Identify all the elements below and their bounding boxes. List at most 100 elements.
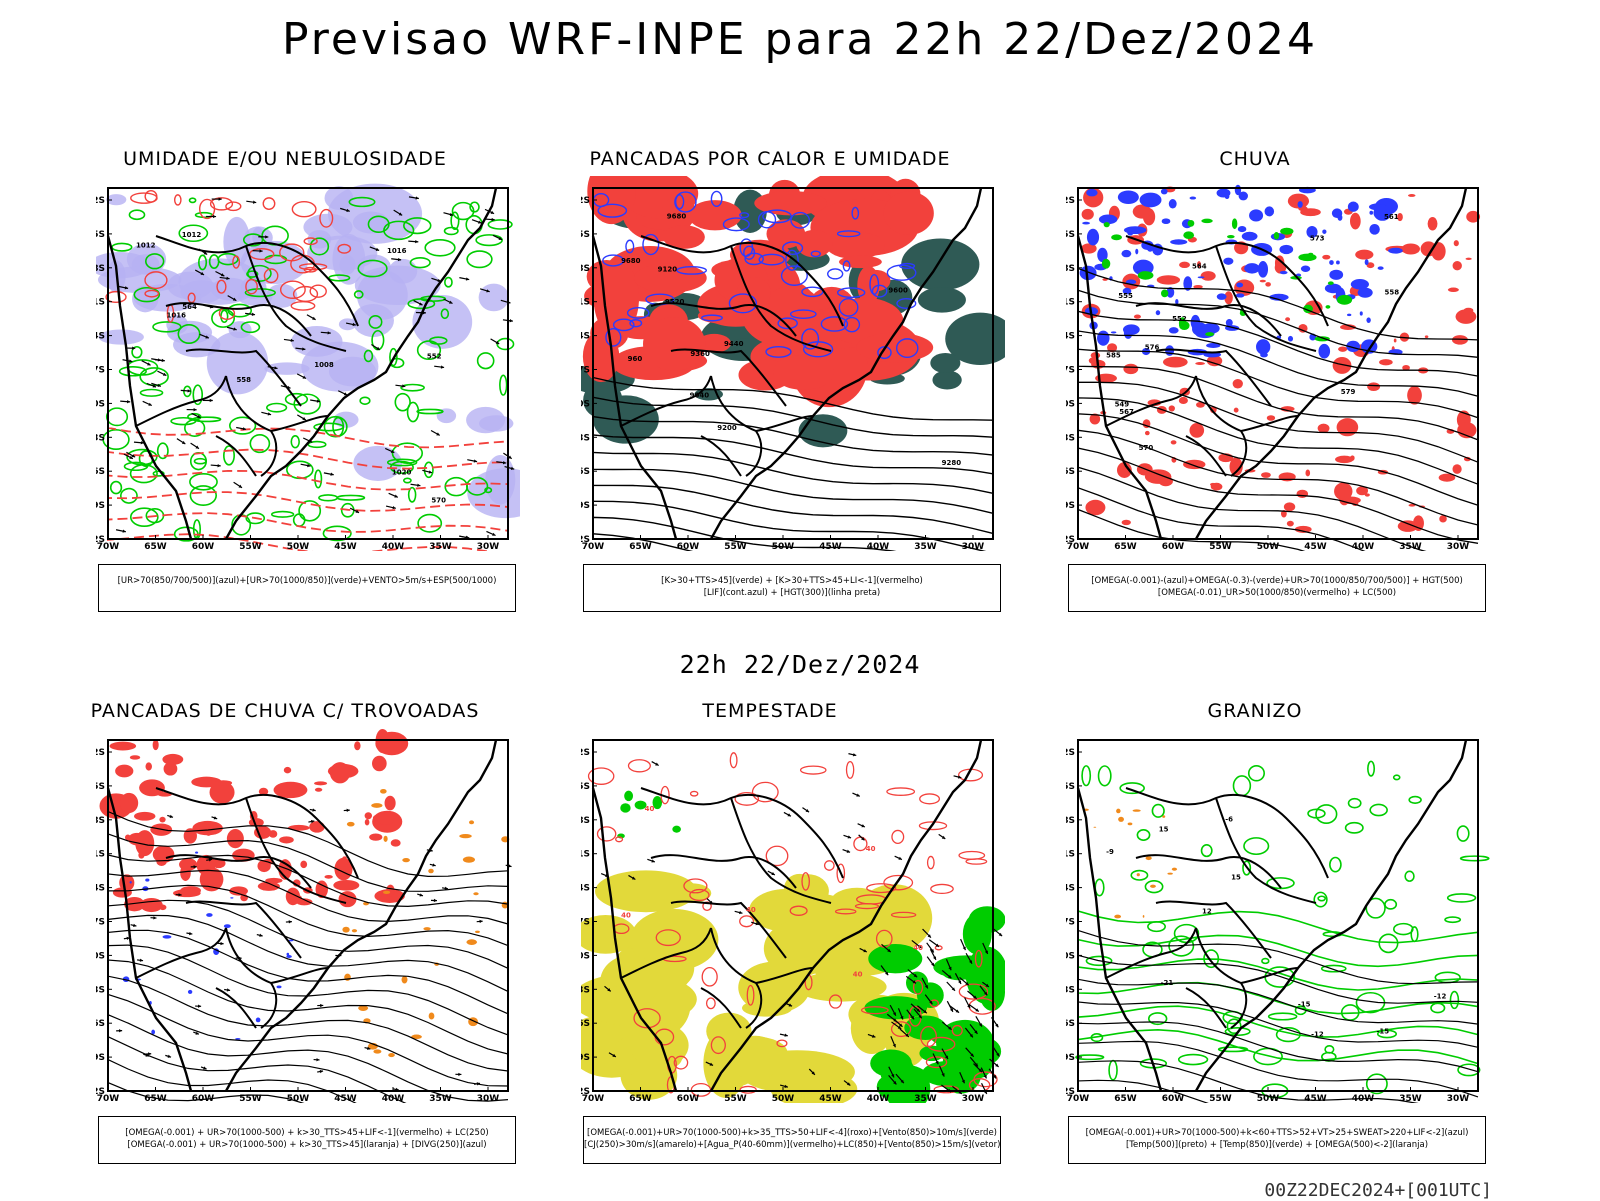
contour-label: -6 bbox=[1225, 815, 1233, 823]
omega-green-area bbox=[1161, 289, 1168, 297]
thickness-red-contour bbox=[292, 202, 316, 217]
contour-label: 555 bbox=[1118, 292, 1133, 300]
storm-orange-area bbox=[402, 976, 408, 984]
streamline-arrow-head bbox=[434, 899, 437, 902]
country-border bbox=[186, 902, 301, 958]
omega-blue-area bbox=[1135, 249, 1138, 255]
contour-label: -9 bbox=[1106, 848, 1114, 856]
storm-orange-area bbox=[429, 1013, 435, 1020]
contour-label: 9280 bbox=[942, 459, 962, 467]
lon-label: 50W bbox=[772, 542, 795, 551]
temp850-green-contour bbox=[1152, 805, 1164, 818]
lc850-red-contour bbox=[598, 827, 616, 841]
legend-line: [UR>70(850/700/500)](azul)+[UR>70(1000/8… bbox=[99, 575, 515, 587]
lc850-red-contour bbox=[959, 851, 985, 859]
divg-blue-area bbox=[130, 881, 132, 883]
contour-label: 9520 bbox=[665, 298, 685, 306]
map-canvas: 58557957657357056756456155855555254912S1… bbox=[1066, 176, 1490, 551]
contour-label: 9040 bbox=[690, 391, 710, 399]
omega-ur-red-area bbox=[1284, 502, 1295, 511]
omega-blue-area bbox=[1288, 336, 1293, 342]
contour-label: -15 bbox=[1298, 1000, 1311, 1008]
storm-orange-area bbox=[358, 1005, 368, 1011]
storm-red-area bbox=[372, 756, 387, 772]
temp850-green-contour bbox=[1316, 805, 1337, 823]
lon-label: 55W bbox=[239, 1094, 262, 1103]
storm-orange-area bbox=[342, 927, 349, 933]
temp850-green-contour bbox=[1368, 761, 1374, 776]
temp850-green-contour bbox=[1409, 797, 1421, 804]
storm-red-area bbox=[115, 765, 133, 778]
lc850-red-contour bbox=[825, 861, 834, 870]
thickness-red-contour bbox=[106, 292, 126, 303]
streamline-250 bbox=[108, 808, 508, 876]
storm-red-area bbox=[162, 754, 183, 765]
lc850-red-contour bbox=[691, 791, 698, 795]
contour-label: 564 bbox=[1192, 263, 1207, 271]
lon-label: 30W bbox=[1447, 542, 1470, 551]
temp850-green-contour bbox=[1450, 992, 1458, 1009]
storm-orange-area bbox=[402, 858, 410, 862]
lon-label: 60W bbox=[1162, 542, 1185, 551]
omega-green-area bbox=[1111, 234, 1122, 240]
lat-label: 27S bbox=[96, 366, 105, 376]
streamline-arrow-head bbox=[458, 1073, 461, 1076]
streamline-arrow-head bbox=[316, 1058, 319, 1061]
temp850-green-contour bbox=[1262, 959, 1269, 964]
lat-label: 33S bbox=[96, 985, 105, 995]
omega-ur-red-area bbox=[1091, 352, 1101, 359]
omega-blue-area bbox=[1202, 323, 1220, 334]
omega-blue-area bbox=[1169, 327, 1179, 333]
wind-vector-head bbox=[217, 464, 220, 467]
storm-red-area bbox=[227, 829, 244, 848]
contour-label: 585 bbox=[1106, 352, 1121, 360]
panel-title: PANCADAS DE CHUVA C/ TROVOADAS bbox=[50, 700, 520, 722]
hgt300-contour bbox=[593, 466, 993, 513]
streamline-250 bbox=[108, 994, 508, 1086]
humidity-green-contour bbox=[401, 384, 424, 390]
forecast-time-stamp: 22h 22/Dez/2024 bbox=[0, 650, 1600, 679]
temp850-green-contour bbox=[1461, 856, 1489, 861]
storm-red-area bbox=[365, 812, 372, 819]
model-run-stamp: 00Z22DEC2024+[001UTC] bbox=[1264, 1180, 1492, 1201]
streamline-arrow-head bbox=[320, 1004, 323, 1007]
omega-blue-area bbox=[1242, 232, 1258, 241]
storm-red-area bbox=[375, 732, 408, 755]
humidity-green-contour bbox=[140, 368, 168, 385]
lon-label: 65W bbox=[629, 1094, 652, 1103]
temp850-green-contour bbox=[1405, 871, 1414, 881]
temp850-green-contour bbox=[1448, 894, 1476, 902]
storm-red-area bbox=[110, 742, 137, 751]
lat-label: 21S bbox=[1066, 850, 1075, 860]
omega-blue-area bbox=[1369, 211, 1373, 215]
lon-label: 50W bbox=[1257, 542, 1280, 551]
lon-label: 45W bbox=[819, 1094, 842, 1103]
thickness-red-contour bbox=[263, 198, 274, 209]
omega-blue-area bbox=[1217, 293, 1227, 300]
contour-label: 9600 bbox=[888, 287, 908, 295]
lon-label: 65W bbox=[629, 542, 652, 551]
contour-label: 552 bbox=[1172, 315, 1187, 323]
humidity-green-contour bbox=[319, 495, 337, 501]
omega-ur-red-area bbox=[1452, 464, 1461, 474]
lat-label: 21S bbox=[96, 298, 105, 308]
omega-ur-red-area bbox=[1157, 275, 1180, 284]
lat-label: 36S bbox=[581, 1019, 590, 1029]
storm-orange-area bbox=[428, 869, 434, 874]
wind-vector-head bbox=[127, 400, 130, 403]
lat-label: 24S bbox=[1066, 884, 1075, 894]
omega-blue-area bbox=[1301, 266, 1310, 272]
lat-label: 12S bbox=[581, 196, 590, 206]
lc850-red-contour bbox=[887, 788, 915, 795]
humidity-blue-area bbox=[412, 295, 472, 349]
storm-red-area bbox=[113, 887, 132, 897]
omega-ur-red-area bbox=[1394, 339, 1397, 343]
omega-blue-area bbox=[1322, 230, 1326, 234]
storm-red-area bbox=[145, 762, 151, 770]
storm-red-area bbox=[284, 767, 291, 774]
omega-ur-red-area bbox=[1122, 520, 1131, 525]
lat-label: 27S bbox=[1066, 366, 1075, 376]
lon-label: 35W bbox=[1399, 542, 1422, 551]
lc850-red-contour bbox=[928, 856, 934, 868]
storm-red-area bbox=[215, 780, 233, 785]
